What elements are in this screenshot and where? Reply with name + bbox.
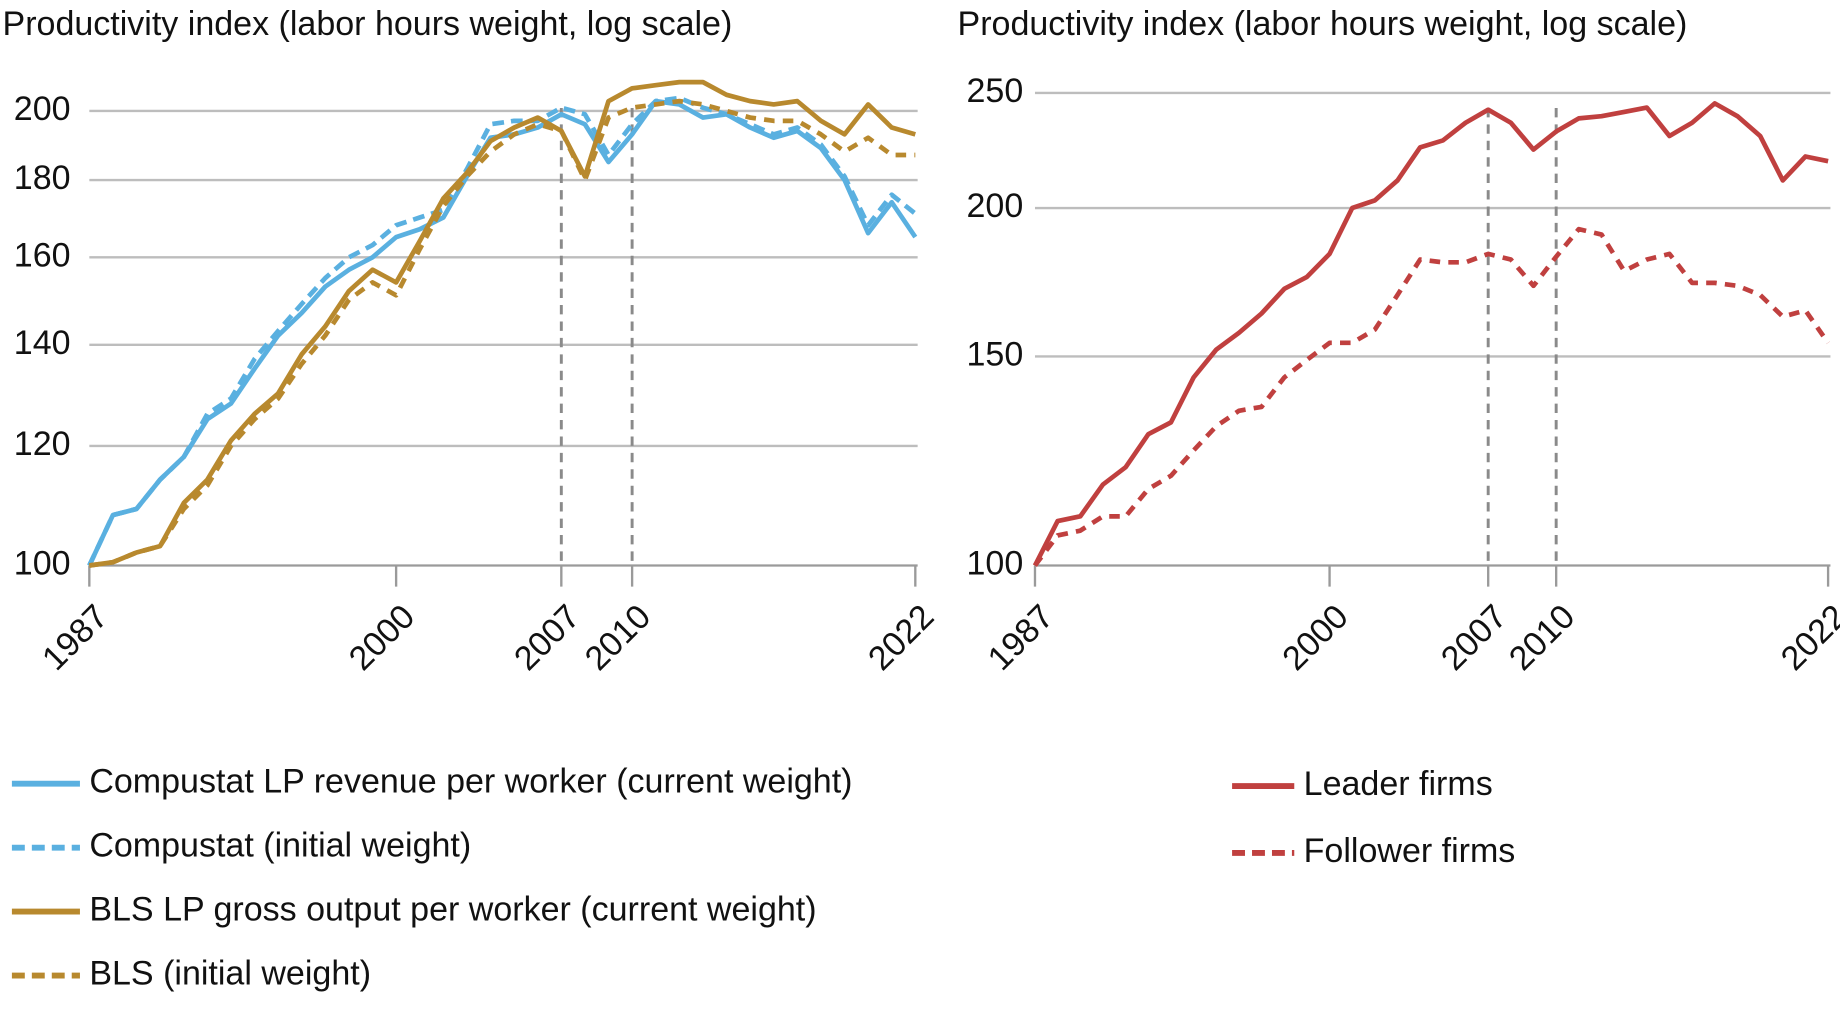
y-tick-label: 180: [14, 159, 71, 197]
legend-label: Follower firms: [1304, 832, 1516, 870]
y-tick-label: 160: [14, 236, 71, 274]
x-tick-label: 2010: [578, 598, 658, 678]
x-tick-label: 1987: [35, 598, 115, 678]
series-line: [87, 98, 918, 567]
y-tick-label: 200: [966, 187, 1023, 225]
chart-title: Productivity index (labor hours weight, …: [958, 5, 1688, 43]
x-tick-label: 2022: [861, 598, 941, 678]
x-tick-label: 2000: [1275, 598, 1355, 678]
x-tick-label: 2000: [342, 598, 422, 678]
y-tick-label: 140: [14, 324, 71, 362]
legend-label: Compustat LP revenue per worker (current…: [89, 763, 852, 801]
legend-label: Compustat (initial weight): [89, 827, 471, 865]
chart-title: Productivity index (labor hours weight, …: [3, 5, 733, 43]
series-line: [89, 79, 916, 568]
legend-label: BLS (initial weight): [89, 955, 371, 993]
series-line: [1032, 101, 1829, 567]
legend-label: Leader firms: [1304, 765, 1493, 803]
legend-label: BLS LP gross output per worker (current …: [89, 891, 816, 929]
y-tick-label: 100: [966, 544, 1023, 582]
series-line: [89, 98, 916, 568]
x-tick-label: 2007: [507, 598, 587, 678]
y-tick-label: 100: [14, 544, 71, 582]
x-tick-label: 2007: [1434, 598, 1514, 678]
series-line: [1033, 226, 1831, 567]
x-tick-label: 1987: [981, 598, 1061, 678]
series-line: [87, 95, 917, 567]
y-tick-label: 200: [14, 90, 71, 128]
y-tick-label: 120: [14, 425, 71, 463]
y-tick-label: 250: [966, 72, 1023, 110]
y-tick-label: 150: [966, 335, 1023, 373]
x-tick-label: 2010: [1502, 598, 1582, 678]
x-tick-label: 2022: [1774, 598, 1840, 678]
